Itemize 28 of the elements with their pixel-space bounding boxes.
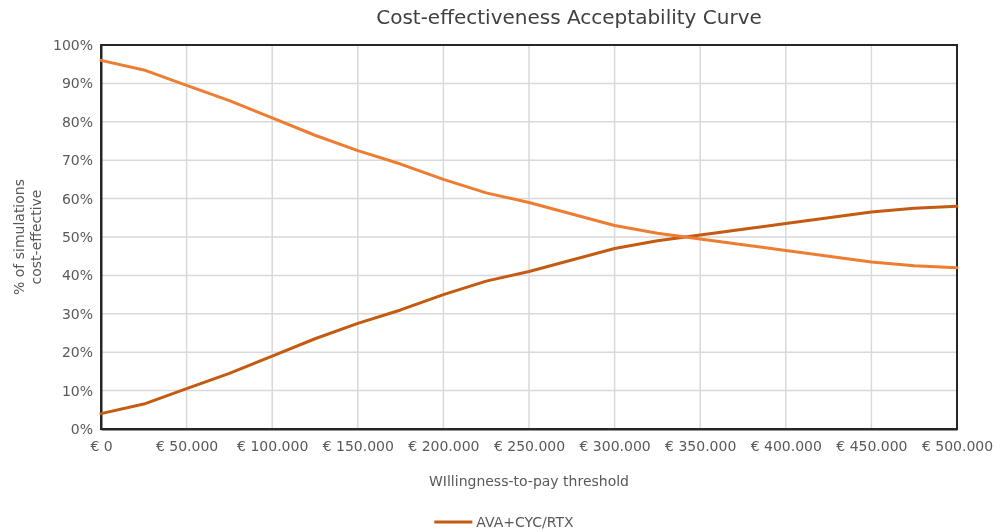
x-tick-label: € 450.000 [836,437,908,454]
y-tick-label: 60% [61,190,93,207]
x-tick-label: € 500.000 [921,437,994,454]
y-tick-label: 50% [61,228,93,245]
y-tick-label: 70% [61,152,93,169]
x-tick-label: € 100.000 [237,437,309,454]
line-series [99,58,959,270]
x-tick-label: € 0 [90,437,113,454]
y-tick-label: 80% [61,113,93,130]
chart-title: Cost-effectiveness Acceptability Curve [376,5,762,29]
y-tick-label: 20% [61,344,93,361]
x-tick-label: € 50.000 [155,437,219,454]
line-series [99,204,959,416]
y-tick-label: 0% [70,420,93,437]
x-tick-label: € 300.000 [579,437,651,454]
y-tick-label: 30% [61,305,93,322]
x-axis-title: WIllingness-to-pay threshold [428,473,630,489]
x-tick-label: € 400.000 [750,437,822,454]
y-tick-label: 100% [52,36,93,53]
x-tick-label: € 200.000 [408,437,480,454]
y-tick-label: 90% [61,75,93,92]
x-tick-label: € 350.000 [665,437,737,454]
y-axis-title: % of simulations cost-effective [11,179,44,295]
x-tick-label: € 150.000 [322,437,394,454]
x-tick-label: € 250.000 [493,437,566,454]
y-tick-label: 40% [61,267,93,284]
y-tick-label: 10% [61,382,93,399]
legend-label: AVA+CYC/RTX [476,514,575,530]
